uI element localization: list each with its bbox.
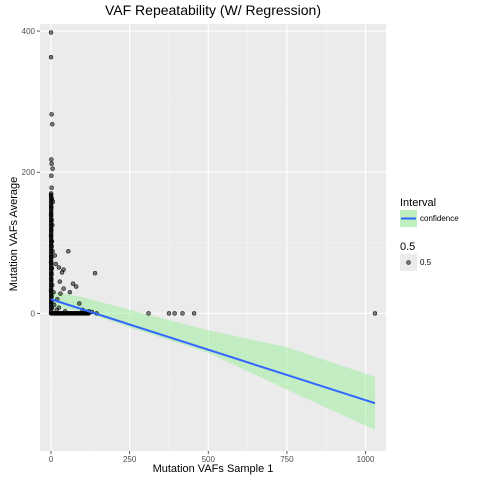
data-point xyxy=(50,166,55,171)
data-points xyxy=(48,30,378,316)
data-point xyxy=(49,112,54,117)
data-point xyxy=(48,54,54,60)
data-point xyxy=(49,173,54,178)
x-tick-label: 500 xyxy=(202,455,216,464)
x-axis-label: Mutation VAFs Sample 1 xyxy=(153,463,274,475)
data-point xyxy=(48,212,54,217)
x-tick-label: 750 xyxy=(280,455,294,464)
data-point xyxy=(49,265,55,271)
data-point xyxy=(49,217,54,223)
legend-title-interval: Interval xyxy=(400,197,436,209)
data-point xyxy=(50,199,56,205)
x-axis-ticks: 0 250 500 750 1000 xyxy=(49,451,375,464)
plot-panel xyxy=(40,24,386,451)
x-tick-label: 250 xyxy=(123,455,137,464)
data-point xyxy=(49,239,55,244)
data-point xyxy=(172,311,177,316)
y-tick-label: 400 xyxy=(22,27,36,36)
data-point xyxy=(92,270,98,276)
x-tick-label: 1000 xyxy=(357,455,375,464)
data-point xyxy=(49,294,54,299)
data-point xyxy=(48,30,54,35)
data-point xyxy=(50,249,55,254)
data-point xyxy=(58,291,63,296)
x-tick-label: 0 xyxy=(49,455,54,464)
legend-label-point: 0.5 xyxy=(420,258,432,267)
data-point xyxy=(67,289,73,295)
y-axis-label: Mutation VAFs Average xyxy=(8,177,20,292)
data-point xyxy=(73,284,79,289)
data-point xyxy=(51,302,57,308)
data-point xyxy=(146,311,151,316)
legend-point-icon xyxy=(406,260,411,265)
data-point xyxy=(53,261,58,267)
data-point xyxy=(49,205,54,210)
data-point xyxy=(50,222,55,228)
data-point xyxy=(49,185,54,190)
data-point xyxy=(49,161,54,166)
regression-line xyxy=(50,298,376,405)
y-tick-label: 200 xyxy=(22,168,36,177)
data-point xyxy=(49,271,54,277)
data-point xyxy=(50,282,55,288)
data-point xyxy=(48,309,54,315)
data-point xyxy=(61,286,66,291)
data-point xyxy=(372,311,378,316)
y-axis-ticks: 0 200 400 xyxy=(22,27,40,318)
legend: Interval confidence 0.5 0.5 xyxy=(400,197,459,271)
data-point xyxy=(48,233,54,238)
data-point xyxy=(49,244,54,249)
data-point xyxy=(50,121,55,127)
data-point xyxy=(77,301,82,306)
data-point xyxy=(166,311,172,316)
chart-title: VAF Repeatability (W/ Regression) xyxy=(105,2,321,18)
data-point xyxy=(66,249,71,254)
data-point xyxy=(62,309,68,314)
data-point xyxy=(191,311,197,316)
data-point xyxy=(49,227,54,233)
data-point xyxy=(52,253,58,258)
data-point xyxy=(56,305,62,310)
data-point xyxy=(56,265,62,270)
data-point xyxy=(49,277,54,282)
data-point xyxy=(57,279,63,284)
data-point xyxy=(49,157,54,162)
data-point xyxy=(48,260,54,265)
data-point xyxy=(70,281,76,286)
data-point xyxy=(180,311,185,316)
data-point xyxy=(51,289,56,295)
data-point xyxy=(48,192,54,198)
y-tick-label: 0 xyxy=(31,309,36,318)
data-point xyxy=(61,267,66,272)
legend-title-size: 0.5 xyxy=(400,241,415,253)
legend-label-confidence: confidence xyxy=(420,214,459,223)
grid-minor xyxy=(40,24,386,451)
